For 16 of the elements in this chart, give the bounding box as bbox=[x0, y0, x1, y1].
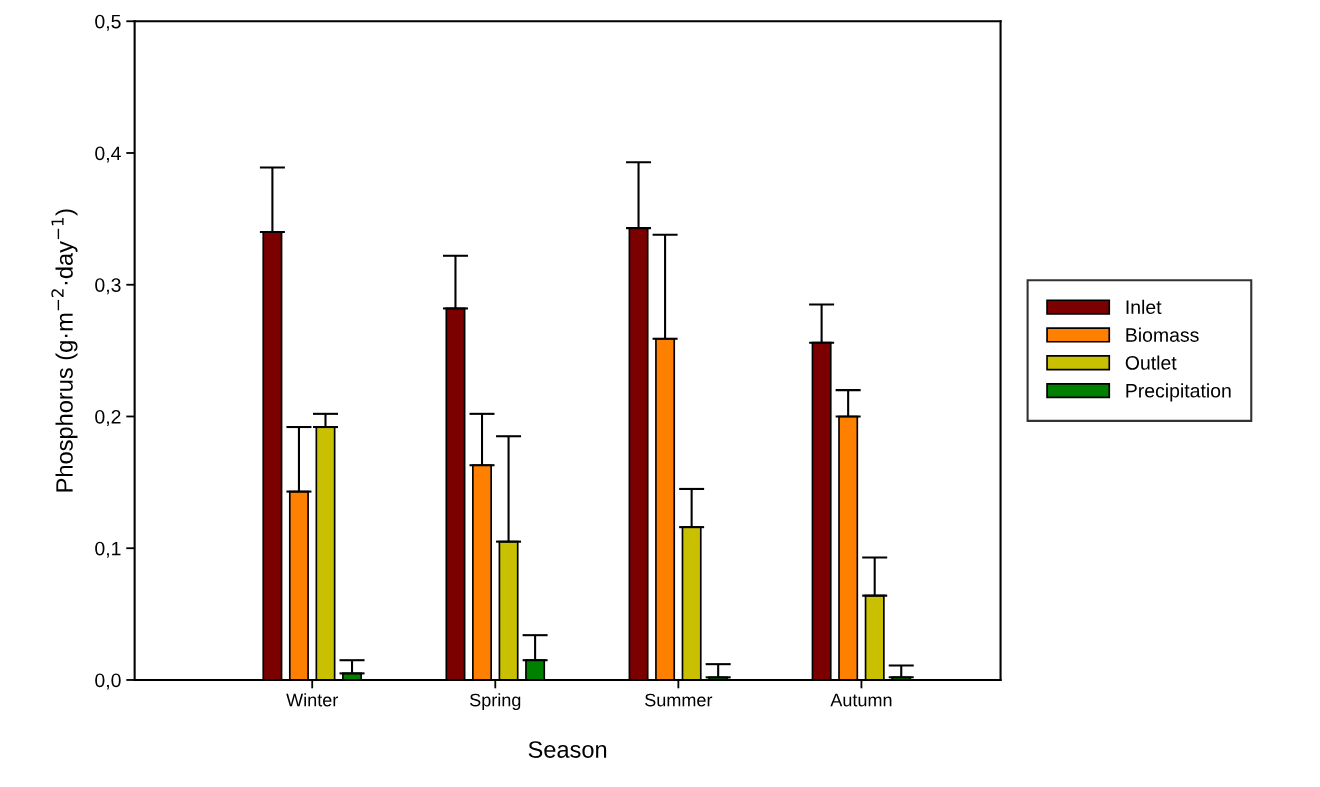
y-tick-label: 0,2 bbox=[95, 409, 121, 427]
x-tick-label: Winter bbox=[286, 693, 338, 707]
y-tick-label: 0,0 bbox=[95, 673, 121, 690]
y-tick-label: 0,5 bbox=[95, 14, 121, 31]
legend-label: Precipitation bbox=[1126, 383, 1231, 402]
x-tick-label: Autumn bbox=[830, 693, 892, 707]
legend-label: Outlet bbox=[1125, 355, 1177, 370]
legend-label: Biomass bbox=[1126, 327, 1199, 342]
y-axis-title: Phosphorus (g·m$^{−2}$·day$^{−1}$) bbox=[51, 209, 78, 492]
x-tick-label: Summer bbox=[645, 693, 713, 707]
y-tick-label: 0,1 bbox=[95, 541, 121, 558]
y-tick-label: 0,3 bbox=[95, 278, 121, 295]
y-tick-label: 0,4 bbox=[95, 146, 121, 163]
legend-label: Inlet bbox=[1126, 299, 1162, 315]
x-axis-title: Season bbox=[528, 741, 607, 758]
x-tick-label: Spring bbox=[470, 693, 521, 710]
